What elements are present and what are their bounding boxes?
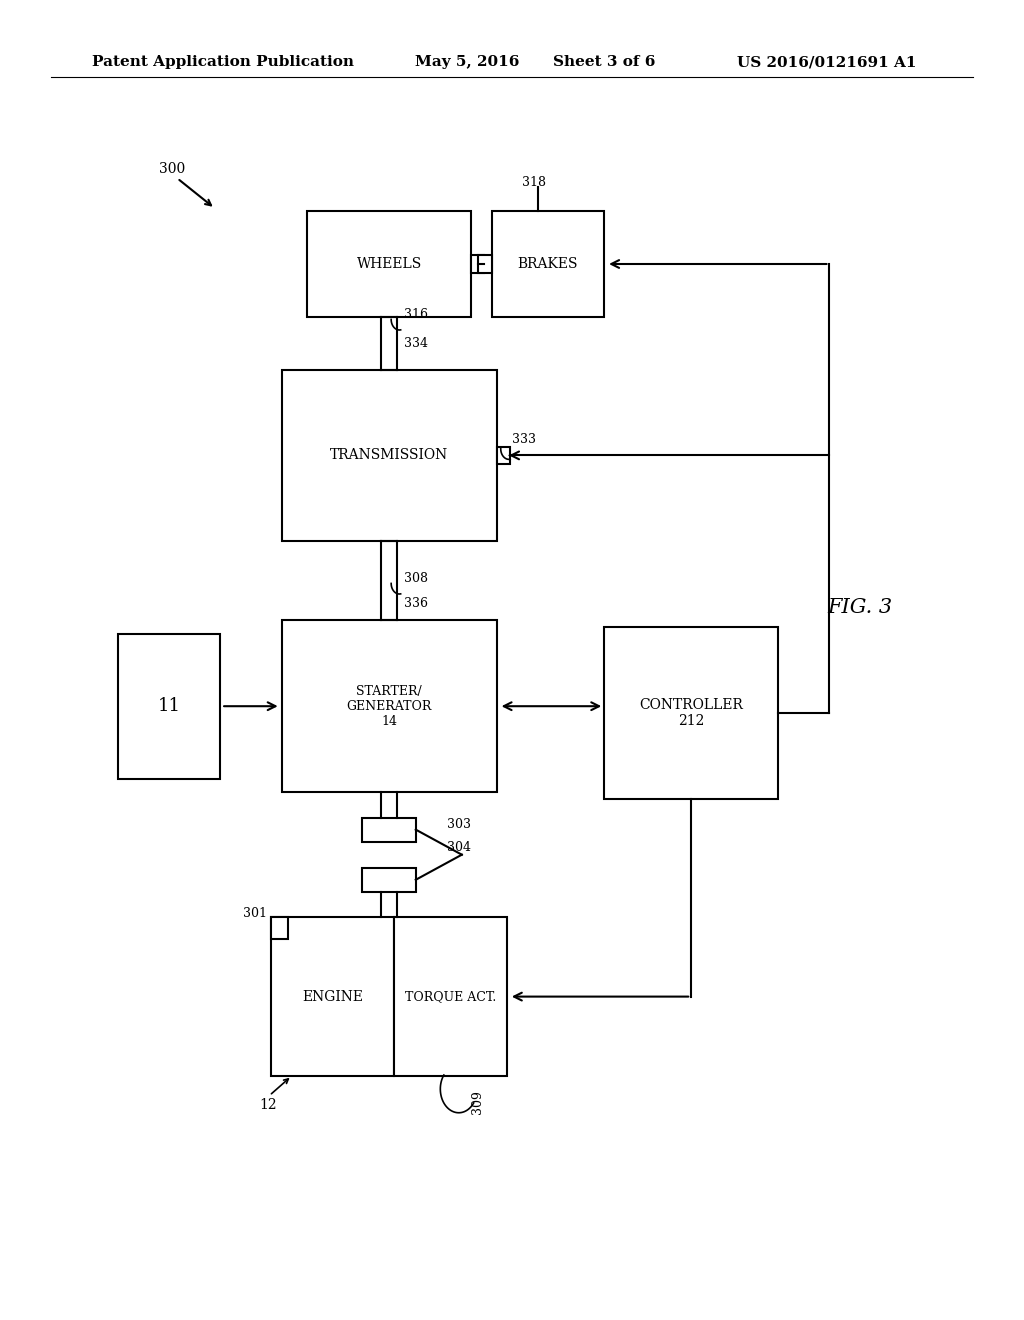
Text: 300: 300 — [159, 162, 185, 176]
Bar — [307, 211, 471, 317]
Text: Sheet 3 of 6: Sheet 3 of 6 — [553, 55, 655, 70]
Bar — [271, 917, 394, 1076]
Bar — [497, 446, 510, 463]
Text: May 5, 2016: May 5, 2016 — [415, 55, 519, 70]
Text: 304: 304 — [447, 841, 471, 854]
Text: 303: 303 — [447, 818, 471, 832]
Text: ENGINE: ENGINE — [302, 990, 364, 1003]
Bar — [282, 620, 497, 792]
Text: 316: 316 — [404, 308, 428, 321]
Bar — [271, 917, 288, 939]
Text: 309: 309 — [471, 1090, 484, 1114]
Text: CONTROLLER
212: CONTROLLER 212 — [639, 698, 743, 727]
Text: US 2016/0121691 A1: US 2016/0121691 A1 — [737, 55, 916, 70]
Text: 308: 308 — [404, 572, 428, 585]
Text: TRANSMISSION: TRANSMISSION — [330, 449, 449, 462]
Text: 11: 11 — [158, 697, 180, 715]
Text: 318: 318 — [522, 176, 546, 189]
Bar — [478, 256, 492, 272]
Bar — [604, 627, 778, 799]
Text: TORQUE ACT.: TORQUE ACT. — [404, 990, 497, 1003]
Text: Patent Application Publication: Patent Application Publication — [92, 55, 354, 70]
Bar — [471, 256, 484, 272]
Text: WHEELS: WHEELS — [356, 257, 422, 271]
Bar — [118, 634, 220, 779]
Text: 12: 12 — [259, 1098, 276, 1111]
Bar — [362, 869, 416, 892]
Text: 301: 301 — [243, 907, 266, 920]
Text: 336: 336 — [404, 597, 428, 610]
Text: 334: 334 — [404, 337, 428, 350]
Bar — [282, 370, 497, 541]
Text: STARTER/
GENERATOR
14: STARTER/ GENERATOR 14 — [346, 685, 432, 727]
Bar — [492, 211, 604, 317]
Bar — [394, 917, 507, 1076]
Text: FIG. 3: FIG. 3 — [827, 598, 893, 616]
Bar — [362, 817, 416, 842]
Text: BRAKES: BRAKES — [517, 257, 579, 271]
Text: 333: 333 — [512, 433, 536, 446]
